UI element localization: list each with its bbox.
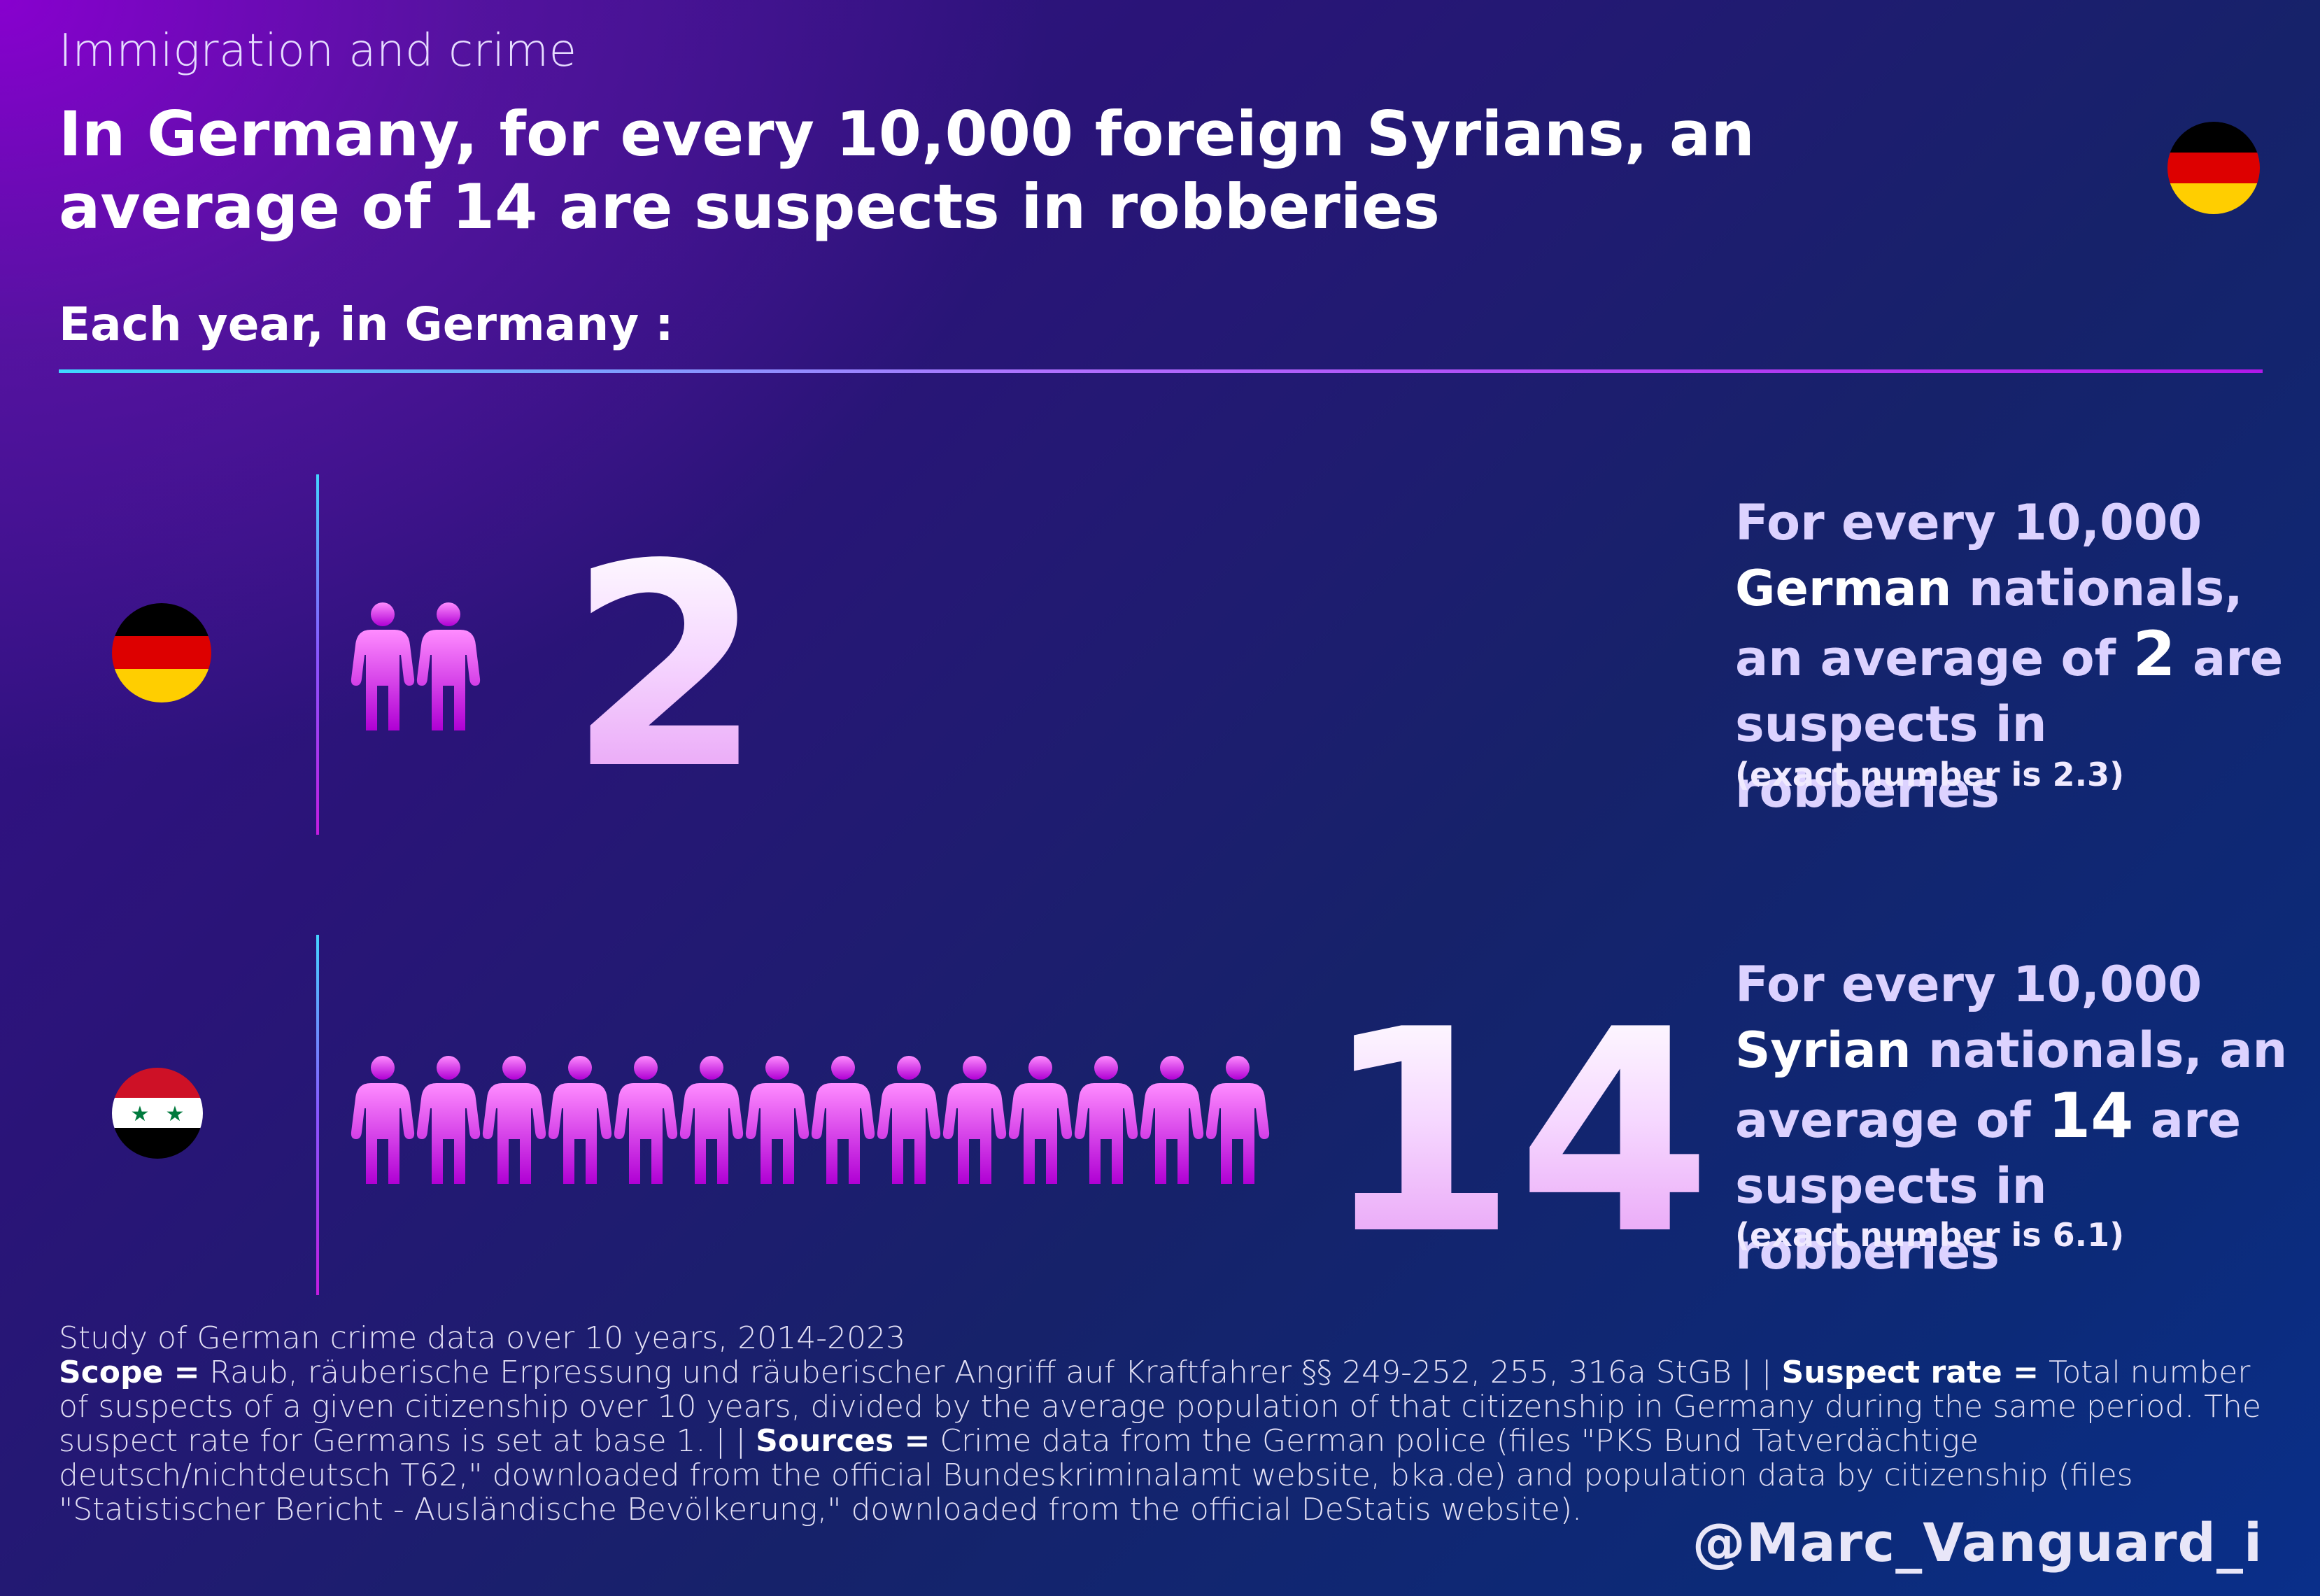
syria-flag-icon: ★ ★: [112, 1068, 203, 1161]
footer-notes: Study of German crime data over 10 years…: [59, 1321, 2284, 1527]
exact-germany: (exact number is 2.3): [1735, 756, 2125, 793]
row-divider: [316, 474, 319, 835]
value-germany: 2: [568, 505, 763, 831]
subtitle: Each year, in Germany :: [59, 297, 674, 351]
germany-flag-icon: [112, 603, 211, 705]
statement-pre: For every 10,000: [1735, 956, 2202, 1013]
footer-rate-label: Suspect rate =: [1781, 1355, 2039, 1390]
statement-mid: nationals, an average of: [1735, 560, 2243, 687]
pictogram-syria: [350, 1055, 1271, 1185]
svg-text:★: ★: [131, 1102, 150, 1127]
person-icon: [416, 602, 481, 730]
value-syria: 14: [1322, 970, 1712, 1296]
footer-sources-label: Sources =: [756, 1423, 931, 1459]
statement-germany: For every 10,000 German nationals, an av…: [1735, 490, 2309, 823]
footer-scope-text: Raub, räuberische Erpressung und räuberi…: [199, 1355, 1782, 1390]
person-icon: [351, 1056, 415, 1184]
footer-details: Scope = Raub, räuberische Erpressung und…: [59, 1355, 2284, 1527]
person-icon: [811, 1056, 875, 1184]
statement-syria: For every 10,000 Syrian nationals, an av…: [1735, 952, 2309, 1285]
statement-nationality: Syrian: [1735, 1022, 1911, 1079]
footer-rate-text: Total number of suspects of a given citi…: [59, 1355, 2261, 1459]
kicker: Immigration and crime: [59, 25, 577, 77]
person-icon: [1205, 1056, 1270, 1184]
statement-number: 14: [2047, 1080, 2134, 1152]
germany-flag-icon: [2167, 122, 2260, 217]
page-title: In Germany, for every 10,000 foreign Syr…: [59, 98, 1755, 243]
person-icon: [614, 1056, 678, 1184]
footer-study: Study of German crime data over 10 years…: [59, 1320, 906, 1356]
exact-syria: (exact number is 6.1): [1735, 1216, 2125, 1254]
pictogram-germany: [350, 602, 481, 732]
person-icon: [548, 1056, 612, 1184]
person-icon: [416, 1056, 481, 1184]
divider: [59, 369, 2263, 373]
person-icon: [745, 1056, 809, 1184]
statement-mid: nationals, an average of: [1735, 1022, 2288, 1149]
statement-pre: For every 10,000: [1735, 494, 2202, 551]
person-icon: [942, 1056, 1007, 1184]
statement-number: 2: [2132, 618, 2176, 690]
statement-nationality: German: [1735, 560, 1952, 617]
statement-post: are suspects in robberies: [1735, 630, 2284, 819]
person-icon: [679, 1056, 744, 1184]
statement-post: are suspects in robberies: [1735, 1092, 2242, 1280]
svg-text:★: ★: [166, 1102, 185, 1127]
author-handle: @Marc_Vanguard_i: [1692, 1511, 2263, 1574]
person-icon: [877, 1056, 941, 1184]
person-icon: [1008, 1056, 1073, 1184]
footer-scope-label: Scope =: [59, 1355, 200, 1390]
person-icon: [1074, 1056, 1138, 1184]
person-icon: [482, 1056, 546, 1184]
person-icon: [351, 602, 415, 730]
footer-sources-text: Crime data from the German police (files…: [59, 1423, 2133, 1527]
person-icon: [1140, 1056, 1204, 1184]
row-divider: [316, 935, 319, 1295]
